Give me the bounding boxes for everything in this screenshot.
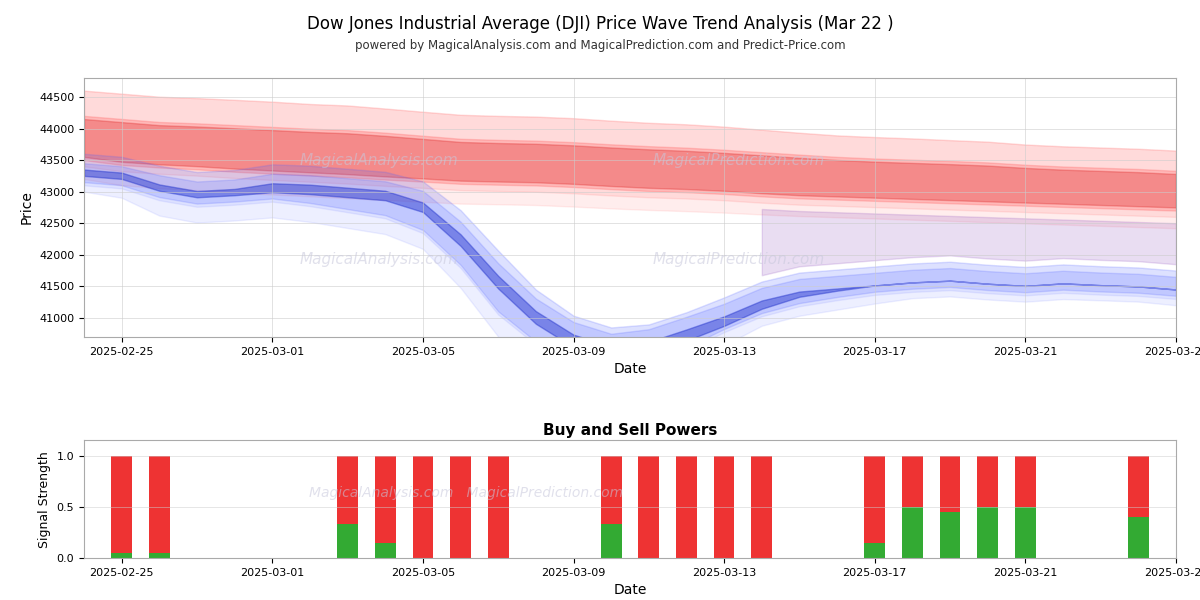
Title: Buy and Sell Powers: Buy and Sell Powers: [542, 423, 718, 438]
Bar: [337, 524, 358, 558]
Bar: [601, 524, 622, 558]
Text: MagicalAnalysis.com   MagicalPrediction.com: MagicalAnalysis.com MagicalPrediction.co…: [310, 486, 623, 500]
Text: Dow Jones Industrial Average (DJI) Price Wave Trend Analysis (Mar 22 ): Dow Jones Industrial Average (DJI) Price…: [307, 15, 893, 33]
Bar: [977, 455, 998, 507]
Bar: [374, 455, 396, 542]
Y-axis label: Signal Strength: Signal Strength: [38, 451, 52, 548]
X-axis label: Date: Date: [613, 583, 647, 597]
Bar: [751, 455, 772, 558]
Bar: [112, 553, 132, 558]
Bar: [149, 553, 169, 558]
Bar: [413, 455, 433, 558]
Bar: [149, 455, 169, 553]
Bar: [902, 455, 923, 507]
Bar: [902, 507, 923, 558]
Bar: [337, 455, 358, 524]
Bar: [864, 542, 886, 558]
Bar: [1128, 455, 1148, 517]
Bar: [676, 455, 697, 558]
Bar: [864, 455, 886, 542]
Text: MagicalAnalysis.com: MagicalAnalysis.com: [300, 154, 458, 169]
Bar: [714, 455, 734, 558]
Bar: [977, 507, 998, 558]
Bar: [374, 542, 396, 558]
Text: MagicalAnalysis.com: MagicalAnalysis.com: [300, 251, 458, 266]
Bar: [601, 455, 622, 524]
Bar: [1128, 517, 1148, 558]
Bar: [1015, 455, 1036, 507]
Text: MagicalPrediction.com: MagicalPrediction.com: [653, 154, 826, 169]
Bar: [638, 455, 659, 558]
X-axis label: Date: Date: [613, 362, 647, 376]
Bar: [1015, 507, 1036, 558]
Bar: [112, 455, 132, 553]
Bar: [488, 455, 509, 558]
Text: powered by MagicalAnalysis.com and MagicalPrediction.com and Predict-Price.com: powered by MagicalAnalysis.com and Magic…: [355, 38, 845, 52]
Bar: [940, 455, 960, 512]
Bar: [940, 512, 960, 558]
Bar: [450, 455, 470, 558]
Y-axis label: Price: Price: [19, 190, 34, 224]
Text: MagicalPrediction.com: MagicalPrediction.com: [653, 251, 826, 266]
